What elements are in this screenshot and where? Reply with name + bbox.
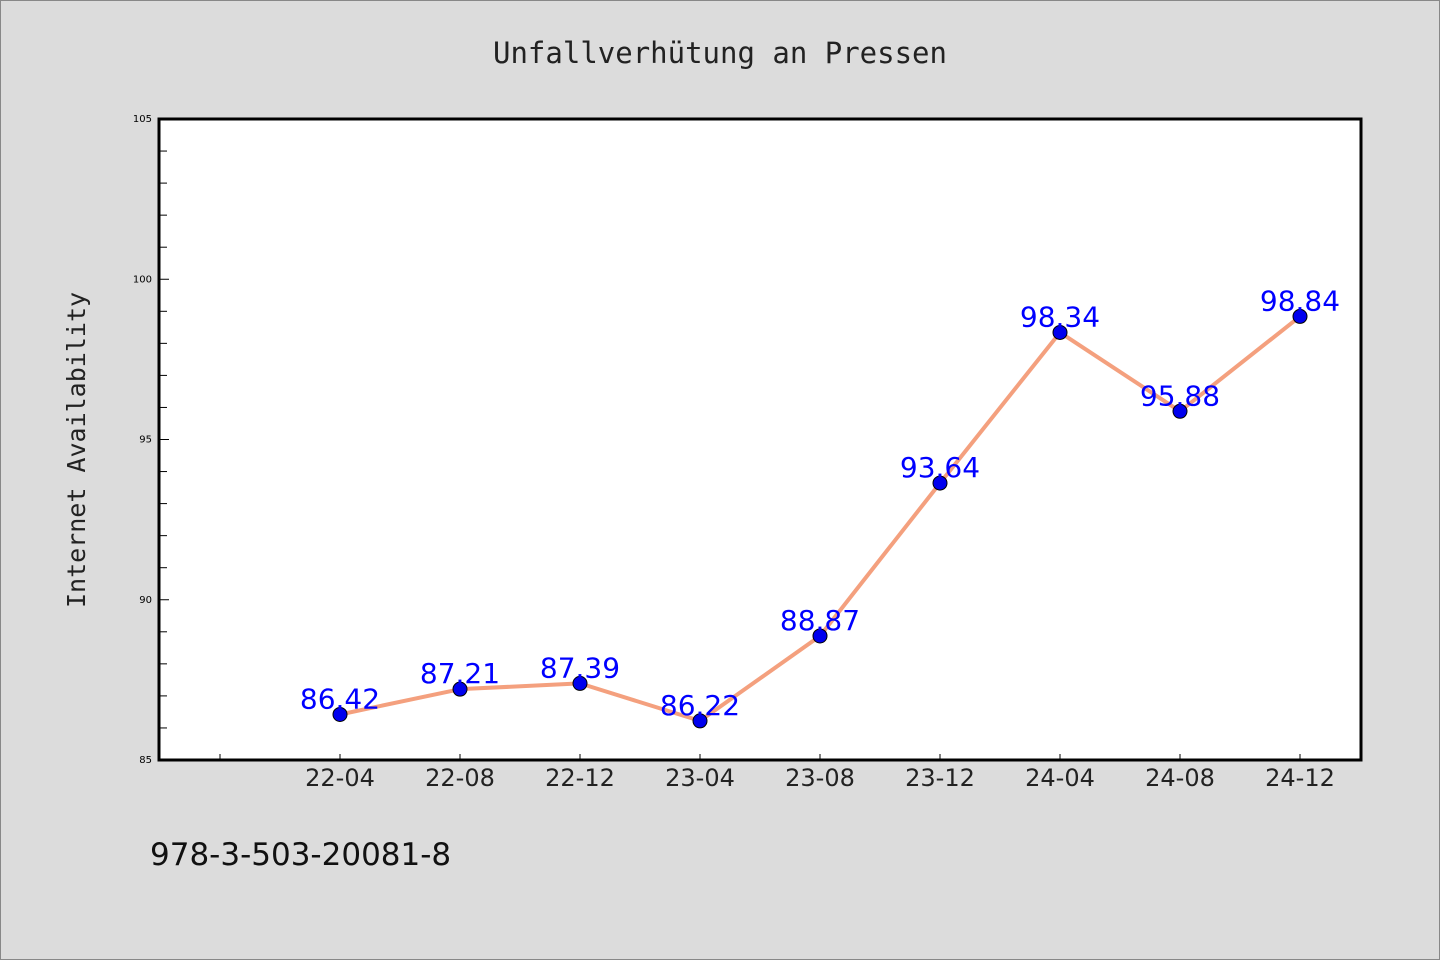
y-tick-label: 85 [139, 755, 152, 766]
data-point [932, 475, 948, 491]
data-label: 95.88 [1140, 379, 1220, 412]
y-tick-label: 95 [139, 435, 152, 446]
data-point [332, 706, 348, 722]
data-label: 98.34 [1020, 300, 1100, 333]
x-tick-label: 24-12 [1265, 764, 1335, 792]
data-label: 87.21 [420, 657, 500, 690]
isbn-text: 978-3-503-20081-8 [150, 837, 451, 873]
x-tick-label: 24-08 [1145, 764, 1215, 792]
data-label: 93.64 [900, 451, 980, 484]
data-label: 86.22 [660, 689, 740, 722]
plot-area [157, 117, 1363, 762]
data-label: 98.84 [1260, 284, 1340, 317]
data-point [1172, 403, 1188, 419]
x-tick-label: 23-12 [905, 764, 975, 792]
data-point [1052, 324, 1068, 340]
data-point [692, 713, 708, 729]
data-label: 88.87 [780, 604, 860, 637]
series-group: 86.42 87.21 87.39 86.22 88.87 93.64 98.34 95.88… [300, 284, 1340, 729]
y-tick-label: 90 [139, 595, 152, 606]
x-tick-label: 23-08 [785, 764, 855, 792]
data-point [812, 628, 828, 644]
data-point [452, 681, 468, 697]
x-tick-label: 24-04 [1025, 764, 1095, 792]
data-label: 86.42 [300, 682, 380, 715]
x-tick-label: 22-04 [305, 764, 375, 792]
chart-title: Unfallverhütung an Pressen [493, 36, 947, 70]
x-tick-label: 22-12 [545, 764, 615, 792]
x-tick-label: 23-04 [665, 764, 735, 792]
data-point [572, 675, 588, 691]
axis-ticks: 85 90 95 100 105 22-04 22-08 22-12 23-04 23-08 23-… [133, 114, 1335, 792]
x-tick-label: 22-08 [425, 764, 495, 792]
y-tick-label: 105 [133, 114, 152, 125]
data-point [1292, 308, 1308, 324]
data-label: 87.39 [540, 651, 620, 684]
y-tick-label: 100 [133, 274, 152, 285]
y-axis-label: Internet Availability [62, 292, 91, 608]
